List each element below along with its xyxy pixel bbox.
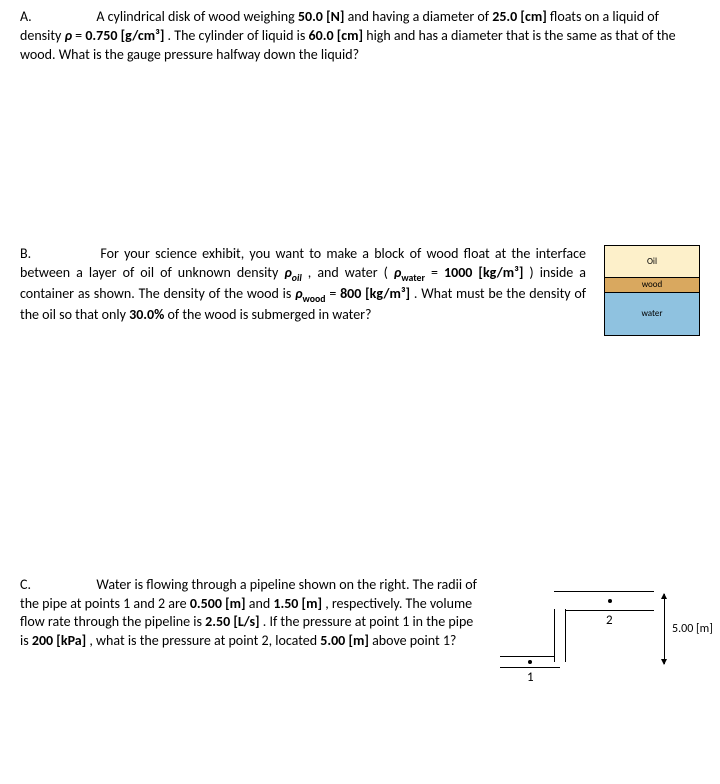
- density-value: 0.750 [g/cm³]: [85, 27, 164, 44]
- problem-a-text: A. A cylindrical disk of wood weighing 5…: [20, 8, 700, 65]
- problem-letter: B.: [20, 245, 40, 264]
- flow: 2.50 [L/s]: [205, 613, 259, 630]
- eq: =: [431, 264, 444, 281]
- text: . The cylinder of liquid is: [168, 27, 309, 44]
- wood-layer: wood: [605, 278, 699, 293]
- corner-patch2: [555, 609, 565, 612]
- oil-layer: Oil: [605, 246, 699, 278]
- point-2-label: 2: [606, 613, 613, 628]
- water-label: water: [641, 308, 662, 319]
- problem-c-text: C. Water is flowing through a pipeline s…: [20, 576, 482, 652]
- oil-label: Oil: [647, 256, 657, 267]
- percent: 30.0%: [129, 306, 164, 323]
- problem-c: C. Water is flowing through a pipeline s…: [20, 576, 700, 686]
- dist: 5.00 [m]: [320, 632, 369, 649]
- pressure: 200 [kPa]: [32, 632, 86, 649]
- text: of the wood is submerged in water?: [168, 306, 372, 323]
- text: and: [249, 595, 274, 612]
- rho-oil: ρ: [284, 264, 291, 281]
- corner-patch: [555, 656, 565, 658]
- eq: =: [75, 27, 85, 44]
- water-layer: water: [605, 293, 699, 335]
- height-label: 5.00 [m]: [672, 622, 713, 636]
- diameter-value: 25.0 [cm]: [492, 8, 547, 25]
- wood-label: wood: [642, 279, 663, 290]
- text: above point 1?: [372, 632, 456, 649]
- problem-a: A. A cylindrical disk of wood weighing 5…: [20, 8, 700, 65]
- pipeline-diagram: 1 2 5.00 [m]: [500, 576, 700, 686]
- problem-letter: A.: [20, 8, 40, 27]
- r2: 1.50 [m]: [273, 595, 322, 612]
- oil-sub: oil: [292, 271, 302, 283]
- height-value: 60.0 [cm]: [309, 27, 364, 44]
- point-1-label: 1: [527, 670, 534, 685]
- problem-b: B. For your science exhibit, you want to…: [20, 245, 700, 336]
- eq: =: [329, 285, 340, 302]
- r1: 0.500 [m]: [190, 595, 246, 612]
- water-sub: water: [401, 271, 425, 283]
- height-arrow: [664, 594, 665, 664]
- problem-letter: C.: [20, 576, 40, 595]
- text: A cylindrical disk of wood weighing: [96, 8, 298, 25]
- pipe-upper: [554, 591, 654, 611]
- wood-density: 800 [kg/m³]: [340, 285, 410, 302]
- wood-sub: wood: [303, 292, 326, 304]
- point-1-dot: [528, 660, 532, 664]
- point-2-dot: [608, 599, 612, 603]
- rho-wood: ρ: [295, 285, 302, 302]
- water-density: 1000 [kg/m³]: [444, 264, 523, 281]
- text: and having a diameter of: [348, 8, 493, 25]
- weight-value: 50.0 [N]: [298, 8, 345, 25]
- pipe-vertical: [554, 609, 566, 662]
- rho-symbol: ρ: [65, 27, 72, 44]
- text: , and water (: [308, 264, 388, 281]
- container-diagram: Oil wood water: [604, 245, 700, 336]
- problem-b-text: B. For your science exhibit, you want to…: [20, 245, 586, 325]
- text: , what is the pressure at point 2, locat…: [89, 632, 320, 649]
